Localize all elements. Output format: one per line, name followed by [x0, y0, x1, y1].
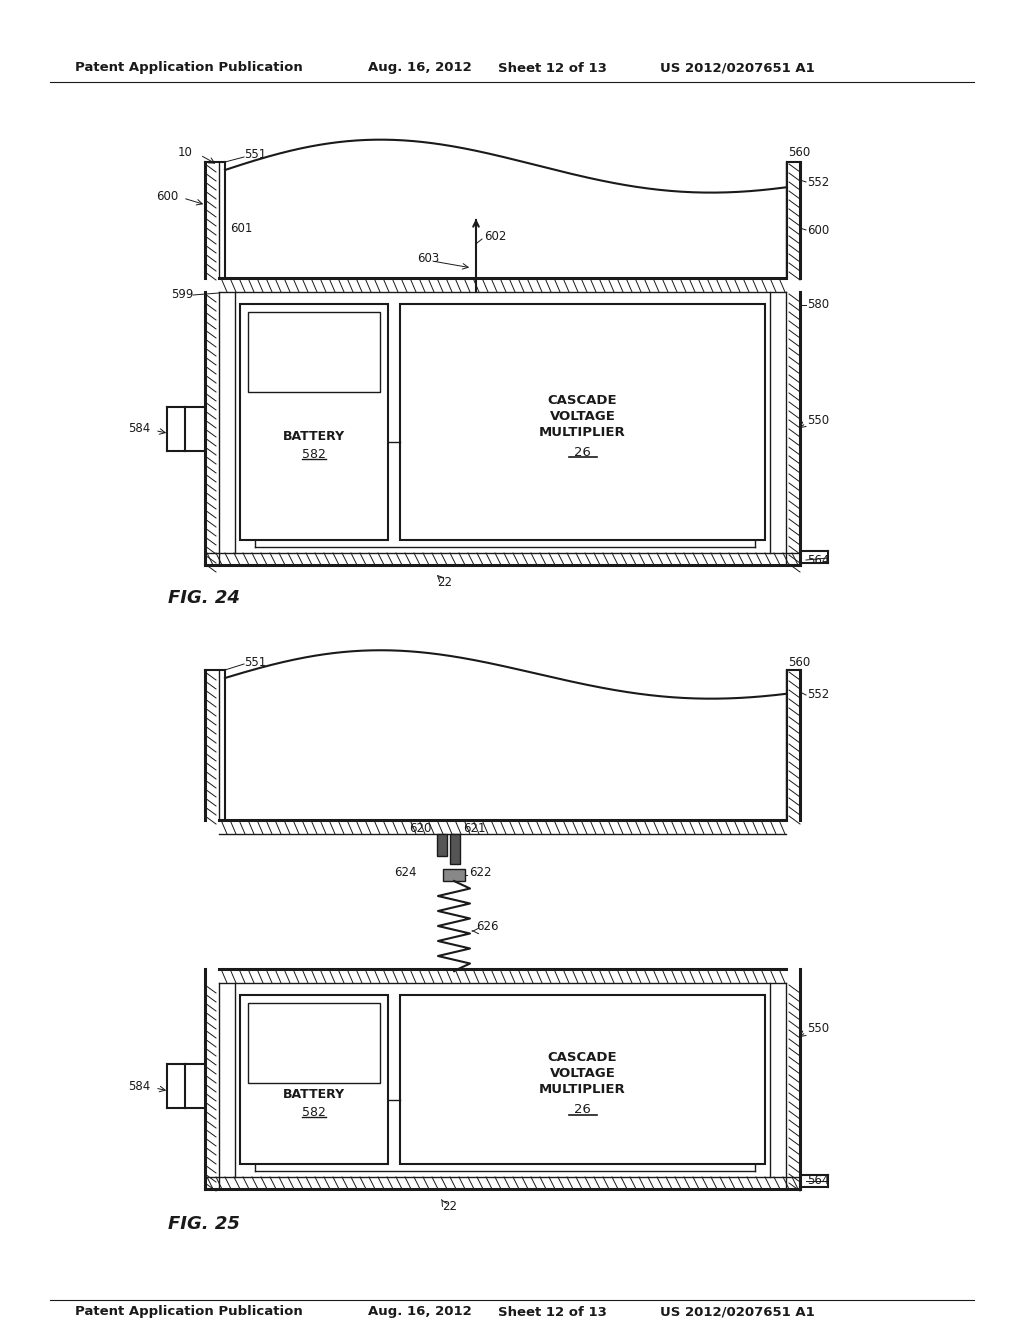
Text: 560: 560	[788, 147, 810, 160]
Text: BATTERY: BATTERY	[283, 430, 345, 444]
Text: VOLTAGE: VOLTAGE	[550, 1067, 615, 1080]
Bar	[248, 312, 380, 392]
Text: 22: 22	[442, 1200, 458, 1213]
Text: 10: 10	[178, 145, 193, 158]
Text: 624: 624	[394, 866, 417, 879]
Text: Sheet 12 of 13: Sheet 12 of 13	[498, 62, 607, 74]
Bar	[450, 834, 460, 865]
Text: 26: 26	[574, 1104, 591, 1115]
Text: 584: 584	[128, 422, 150, 436]
Text: CASCADE: CASCADE	[548, 1051, 617, 1064]
Text: FIG. 25: FIG. 25	[168, 1214, 240, 1233]
Text: 620: 620	[410, 822, 432, 836]
Text: 599: 599	[171, 289, 193, 301]
Text: MULTIPLIER: MULTIPLIER	[539, 1082, 626, 1096]
Text: 22: 22	[437, 576, 453, 589]
Text: 550: 550	[807, 1023, 829, 1035]
Text: 550: 550	[807, 413, 829, 426]
Text: CASCADE: CASCADE	[548, 393, 617, 407]
Bar	[240, 304, 388, 540]
Bar	[437, 834, 447, 855]
Text: 601: 601	[230, 222, 252, 235]
Text: 582: 582	[302, 449, 326, 462]
Text: 552: 552	[807, 176, 829, 189]
Text: 621: 621	[463, 822, 485, 836]
Text: Aug. 16, 2012: Aug. 16, 2012	[368, 1305, 472, 1319]
Text: 600: 600	[156, 190, 178, 202]
Text: 582: 582	[302, 1106, 326, 1119]
Text: 26: 26	[574, 446, 591, 458]
Text: 551: 551	[244, 656, 266, 668]
Text: 602: 602	[484, 231, 507, 243]
Bar	[400, 304, 765, 540]
Text: MULTIPLIER: MULTIPLIER	[539, 425, 626, 438]
Text: Patent Application Publication: Patent Application Publication	[75, 62, 303, 74]
Text: VOLTAGE: VOLTAGE	[550, 409, 615, 422]
Text: FIG. 24: FIG. 24	[168, 589, 240, 607]
Text: BATTERY: BATTERY	[283, 1088, 345, 1101]
Text: 560: 560	[788, 656, 810, 668]
Text: 584: 584	[128, 1080, 150, 1093]
Text: 580: 580	[807, 298, 829, 312]
Text: 622: 622	[469, 866, 492, 879]
Text: Aug. 16, 2012: Aug. 16, 2012	[368, 62, 472, 74]
Bar	[400, 995, 765, 1164]
Text: US 2012/0207651 A1: US 2012/0207651 A1	[660, 62, 815, 74]
Text: Sheet 12 of 13: Sheet 12 of 13	[498, 1305, 607, 1319]
Text: 600: 600	[807, 223, 829, 236]
Text: 626: 626	[476, 920, 499, 932]
Bar	[248, 1003, 380, 1082]
Text: 552: 552	[807, 689, 829, 701]
Text: 551: 551	[244, 149, 266, 161]
Bar	[240, 995, 388, 1164]
Text: 564: 564	[807, 553, 829, 566]
Text: Patent Application Publication: Patent Application Publication	[75, 1305, 303, 1319]
Text: 603: 603	[417, 252, 439, 265]
Bar	[443, 869, 465, 880]
Text: US 2012/0207651 A1: US 2012/0207651 A1	[660, 1305, 815, 1319]
Text: 564: 564	[807, 1175, 829, 1188]
